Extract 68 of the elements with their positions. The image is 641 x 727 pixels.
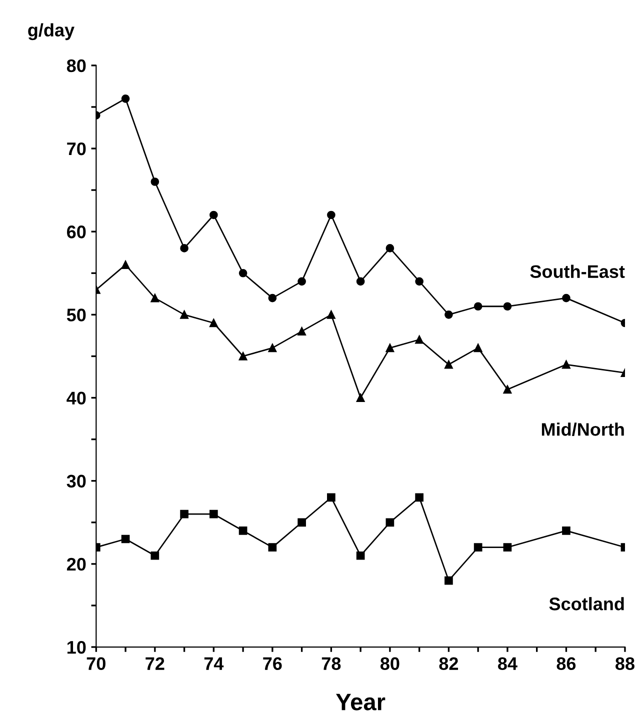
y-tick-label: 40 bbox=[66, 392, 86, 404]
x-tick-label: 88 bbox=[616, 657, 634, 670]
text: Scotland bbox=[549, 597, 624, 610]
y-tick-label: 10 bbox=[67, 640, 86, 654]
y-tick-label: 50 bbox=[66, 308, 86, 322]
point bbox=[415, 277, 424, 286]
y-tick-label: 70 bbox=[67, 142, 86, 156]
point bbox=[503, 385, 512, 394]
point bbox=[386, 518, 394, 527]
point bbox=[298, 327, 306, 336]
x-tick-label: 72 bbox=[146, 657, 164, 670]
y-tick-label: 30 bbox=[66, 474, 86, 488]
point bbox=[444, 310, 453, 319]
point bbox=[503, 543, 512, 552]
point bbox=[210, 210, 218, 220]
y-tick-label: 20 bbox=[66, 558, 86, 571]
point bbox=[268, 294, 277, 302]
point bbox=[121, 260, 130, 270]
x-tick-label: 76 bbox=[263, 657, 282, 670]
x-tick-label: 84 bbox=[498, 657, 518, 670]
point bbox=[238, 352, 248, 360]
text: Mid/North bbox=[542, 422, 624, 436]
point bbox=[210, 510, 218, 518]
point bbox=[238, 526, 248, 535]
point bbox=[327, 210, 336, 220]
point bbox=[238, 268, 248, 278]
point bbox=[444, 360, 453, 369]
x-tick-label: 78 bbox=[322, 657, 341, 670]
point bbox=[356, 394, 365, 402]
point bbox=[210, 318, 218, 328]
y-axis-title: g/day bbox=[28, 23, 74, 40]
y-tick-label: 60 bbox=[67, 226, 86, 238]
point bbox=[415, 335, 424, 344]
x-tick-label: 80 bbox=[380, 657, 400, 670]
point bbox=[150, 178, 160, 186]
point bbox=[150, 294, 160, 302]
point bbox=[356, 277, 365, 286]
point bbox=[180, 510, 188, 518]
point bbox=[474, 302, 482, 311]
point bbox=[298, 277, 306, 286]
x-tick-label: 74 bbox=[204, 657, 224, 670]
point bbox=[386, 344, 394, 352]
point bbox=[327, 493, 336, 502]
point bbox=[356, 551, 365, 560]
point bbox=[503, 302, 512, 311]
point bbox=[180, 244, 188, 252]
series-label: South-East bbox=[530, 264, 625, 278]
point bbox=[474, 543, 482, 552]
point bbox=[444, 576, 453, 585]
point bbox=[121, 94, 130, 103]
point bbox=[562, 526, 570, 535]
point bbox=[474, 344, 482, 352]
point bbox=[180, 310, 188, 319]
point bbox=[562, 360, 570, 369]
point bbox=[268, 543, 277, 552]
point bbox=[150, 551, 160, 560]
point bbox=[386, 244, 394, 252]
x-tick-label: 70 bbox=[86, 657, 106, 670]
point bbox=[327, 310, 336, 319]
point bbox=[298, 518, 306, 527]
point bbox=[121, 534, 130, 544]
x-axis-title: Year bbox=[336, 694, 386, 710]
point bbox=[268, 344, 277, 352]
point bbox=[562, 294, 570, 302]
x-tick-label: 86 bbox=[556, 657, 576, 670]
x-tick-label: 82 bbox=[439, 657, 458, 670]
point bbox=[415, 493, 424, 502]
y-tick-label: 80 bbox=[66, 59, 86, 72]
